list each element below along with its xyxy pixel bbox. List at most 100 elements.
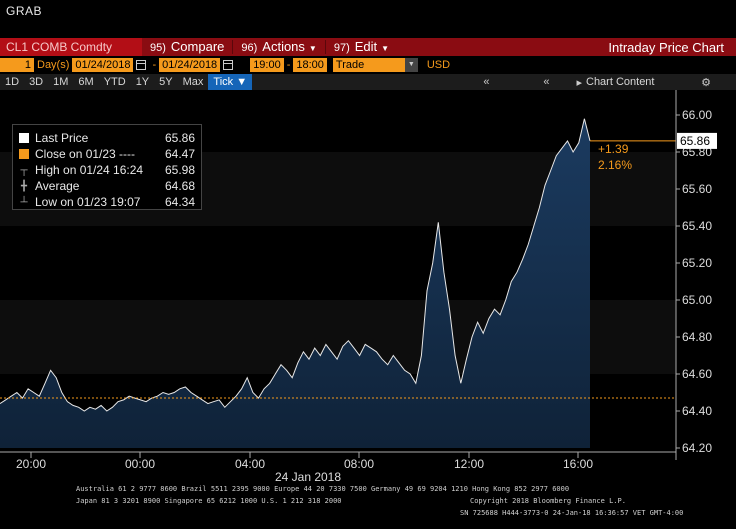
range-ytd[interactable]: YTD [103,76,126,88]
legend-label: Close on 01/23 ---- [35,147,136,161]
parameter-bar: 1 Day(s) 01/24/2018 - 01/24/2018 19:00 -… [0,57,736,73]
chevron-down-icon[interactable]: ▼ [404,58,418,72]
start-time-field[interactable]: 19:00 [250,58,284,72]
compare-menu[interactable]: 95) Compare [142,38,232,56]
end-time-field[interactable]: 18:00 [293,58,327,72]
price-area-fill [0,118,590,448]
date-dash: - [152,59,157,71]
calendar-icon[interactable] [223,60,234,70]
y-axis: 66.0065.8065.6065.4065.2065.0064.8064.60… [598,90,717,460]
y-tick-label: 65.00 [682,293,712,307]
legend-close: Close on 01/23 ---- 64.47 [13,146,201,162]
period-unit-label: Day(s) [37,59,70,71]
price-line [0,118,591,412]
legend-swatch [19,149,29,159]
legend-value: 64.34 [165,195,196,209]
field-select[interactable]: Trade [332,58,405,72]
chevron-down-icon: ▼ [308,44,317,53]
command-bar: CL1 COMB Comdty 95) Compare 96) Actions ▼ 9… [0,38,736,56]
y-tick-label: 65.40 [682,219,712,233]
legend-label: High on 01/24 16:24 [35,163,144,177]
legend-label: Average [35,179,80,193]
range-3d[interactable]: 3D [29,76,44,88]
range-5y[interactable]: 5Y [159,76,173,88]
legend-last-price: Last Price 65.86 [13,130,201,146]
chevron-down-icon: ▼ [381,44,390,53]
footer-copyright: Copyright 2018 Bloomberg Finance L.P. [470,497,626,505]
footer-contacts-2: Japan 81 3 3201 8900 Singapore 65 6212 1… [76,497,342,505]
legend-value: 64.47 [165,147,196,161]
legend-value: 65.86 [165,131,196,145]
gear-icon[interactable]: ⚙ [701,76,711,89]
actions-menu[interactable]: 96) Actions ▼ [233,38,324,56]
edit-num: 97) [333,42,350,54]
change-value: +1.39 [598,142,629,156]
tick-dropdown[interactable]: Tick ▼ [208,74,253,90]
x-tick-label: 00:00 [125,457,155,471]
compare-num: 95) [150,42,166,54]
y-tick-label: 65.20 [682,256,712,270]
chart-content-button[interactable]: Chart Content [586,76,655,88]
range-1d[interactable]: 1D [5,76,20,88]
edit-menu[interactable]: 97) Edit ▼ [326,38,397,56]
chart-svg: 66.0065.8065.6065.4065.2065.0064.8064.60… [0,90,717,484]
range-6m[interactable]: 6M [78,76,94,88]
range-1m[interactable]: 1M [53,76,69,88]
end-date-field[interactable]: 01/24/2018 [159,58,221,72]
collapse-left-icon[interactable]: « [483,76,490,88]
change-percent: 2.16% [598,158,632,172]
window-title: GRAB [6,4,43,18]
chart-content-icon: ▸ [576,76,582,89]
y-tick-label: 65.60 [682,182,712,196]
last-price-tag-label: 65.86 [680,134,710,148]
actions-label: Actions [262,39,305,54]
divider [232,40,234,54]
toolbar-right: « « ▸ Chart Content ⚙ [456,76,736,89]
footer-contacts-1: Australia 61 2 9777 8600 Brazil 5511 239… [76,485,570,493]
x-axis: 20:00 00:00 04:00 08:00 12:00 16:00 24 Jan 201… [0,451,676,484]
low-marker-icon: ┴ [20,197,28,208]
y-tick-label: 64.40 [682,404,712,418]
price-chart[interactable]: 66.00 65.80 65.60 65.40 65.20 65.00 64.80 64.60… [0,90,736,529]
divider [324,40,326,54]
legend-high: ┬ High on 01/24 16:24 65.98 [13,162,201,178]
y-tick-label: 64.20 [682,441,712,455]
legend-average: ╋ Average 64.68 [13,178,201,194]
actions-num: 96) [241,42,258,54]
high-marker-icon: ┬ [20,165,28,176]
y-tick-label: 66.00 [682,108,712,122]
start-date-field[interactable]: 01/24/2018 [72,58,134,72]
legend-swatch [19,133,29,143]
x-tick-label: 16:00 [563,457,593,471]
view-title: Intraday Price Chart [608,39,724,55]
x-tick-label: 20:00 [16,457,46,471]
range-max[interactable]: Max [182,76,204,88]
y-tick-label: 64.60 [682,367,712,381]
last-price-tag [677,132,717,149]
legend-value: 65.98 [165,163,196,177]
legend-value: 64.68 [165,179,196,193]
edit-label: Edit [354,39,378,54]
calendar-icon[interactable] [136,60,147,70]
legend-label: Last Price [35,131,89,145]
ticker-field[interactable]: CL1 COMB Comdty [0,38,142,56]
range-1y[interactable]: 1Y [135,76,150,88]
footer-session: SN 725688 H444-3773-0 24-Jan-18 16:36:57… [460,509,684,517]
price-area [0,118,591,448]
x-date-label: 24 Jan 2018 [275,470,341,482]
x-tick-label: 08:00 [344,457,374,471]
average-marker-icon: ╋ [20,181,28,192]
range-toolbar: 1D 3D 1M 6M YTD 1Y 5Y Max Tick ▼ « « ▸ C… [0,74,736,90]
legend[interactable]: Last Price 65.86 Close on 01/23 ---- 64.… [12,124,202,210]
legend-low: ┴ Low on 01/23 19:07 64.34 [13,194,201,210]
currency-label: USD [426,59,451,71]
legend-label: Low on 01/23 19:07 [35,195,141,209]
time-dash: - [286,59,291,71]
y-tick-label: 64.80 [682,330,712,344]
x-tick-label: 12:00 [454,457,484,471]
collapse-right-icon[interactable]: « [543,76,550,88]
compare-label: Compare [170,39,225,54]
x-tick-label: 04:00 [235,457,265,471]
close-line [0,140,676,399]
period-count-field[interactable]: 1 [0,58,34,72]
